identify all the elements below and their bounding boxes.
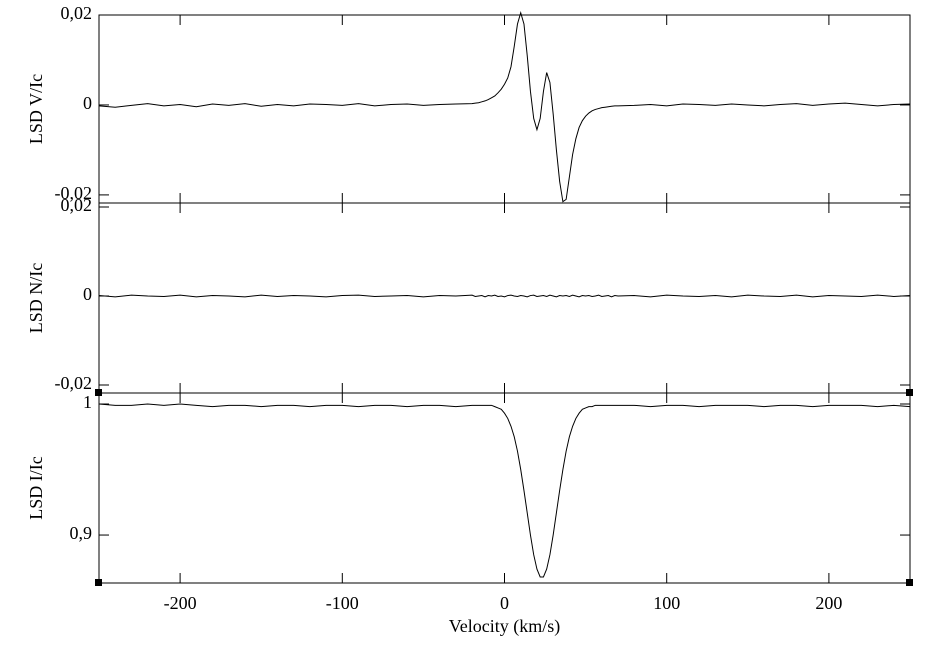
x-tick-label: 100 (653, 593, 680, 613)
y-tick-label: -0,02 (55, 183, 93, 203)
handle (95, 579, 102, 586)
x-axis-label: Velocity (km/s) (449, 616, 560, 637)
x-tick-label: 0 (500, 593, 509, 613)
y-tick-label: 0 (83, 93, 92, 113)
x-tick-label: -100 (326, 593, 359, 613)
handle (906, 579, 913, 586)
y-axis-label: LSD N/Ic (26, 263, 46, 334)
data-line (98, 10, 911, 203)
plot-frame (98, 14, 911, 204)
y-tick-label: -0,02 (55, 373, 93, 393)
data-line (98, 403, 911, 578)
y-axis-label: LSD I/Ic (26, 456, 46, 519)
x-tick-label: -200 (164, 593, 197, 613)
plot-frame (98, 392, 911, 584)
y-tick-label: 0,02 (61, 195, 93, 215)
y-axis-label: LSD V/Ic (26, 74, 46, 144)
y-tick-label: 1 (83, 392, 92, 412)
handle (906, 389, 913, 396)
y-tick-label: 0,02 (61, 3, 93, 23)
handle (95, 389, 102, 396)
plot-frame (98, 202, 911, 394)
data-line (98, 294, 911, 298)
y-tick-label: 0 (83, 284, 92, 304)
x-tick-label: 200 (815, 593, 842, 613)
y-tick-label: 0,9 (70, 523, 93, 543)
